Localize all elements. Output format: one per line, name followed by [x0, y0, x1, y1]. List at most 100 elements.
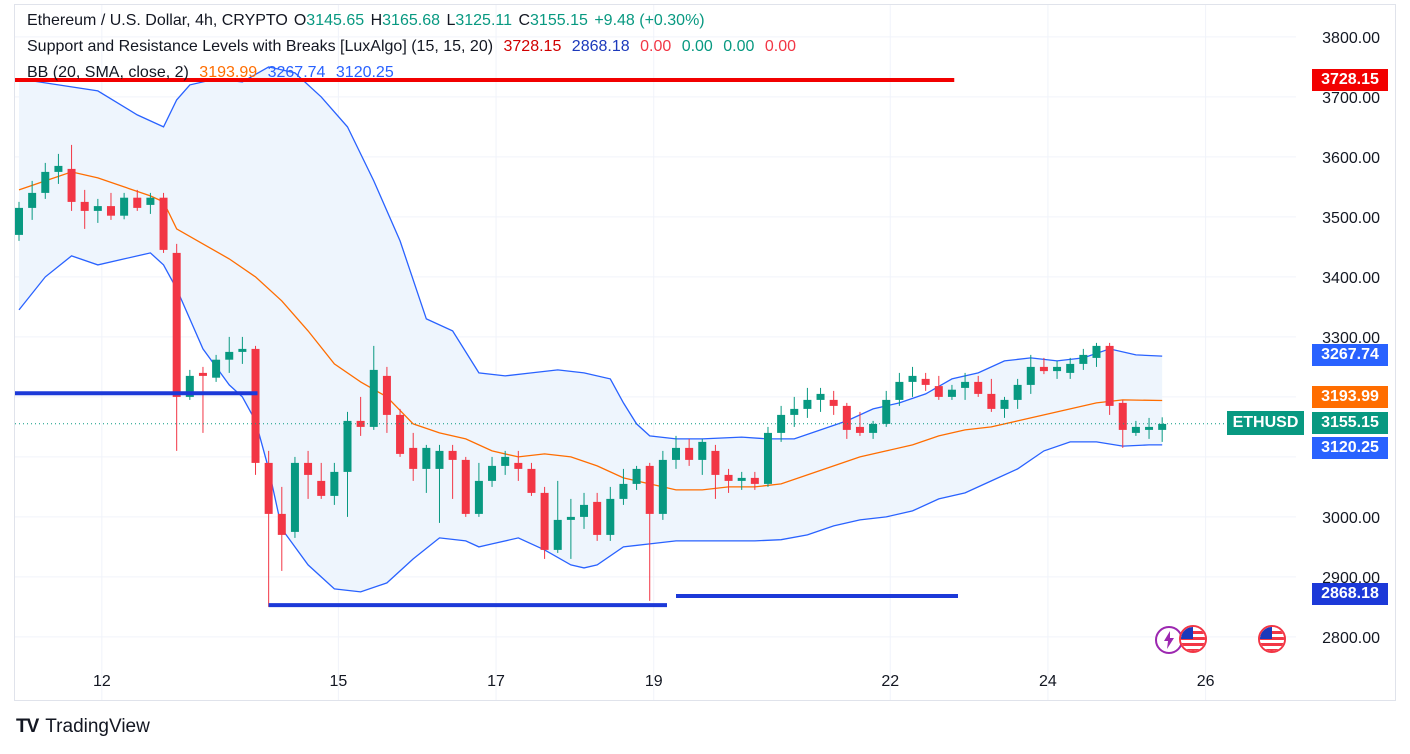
candle-body [619, 483, 628, 499]
candle-body [882, 399, 891, 424]
candle-body [488, 465, 497, 481]
x-tick-label: 17 [487, 673, 505, 690]
candle-body [1066, 363, 1075, 373]
candle-body [15, 207, 23, 235]
candle-body [343, 420, 352, 472]
candle-body [816, 393, 825, 400]
ticker-badge: ETHUSD [1227, 411, 1304, 435]
candle-body [28, 192, 37, 208]
candle-body [80, 201, 89, 211]
high-value: 3165.68 [382, 12, 440, 29]
bb-band-fill [19, 66, 1163, 592]
x-tick-label: 15 [329, 673, 347, 690]
candle-body [159, 197, 168, 250]
candle-body [777, 414, 786, 433]
y-tick-label: 3800.00 [1322, 30, 1380, 47]
candle-body [461, 459, 470, 514]
indicator-legend-sr[interactable]: Support and Resistance Levels with Break… [27, 38, 802, 56]
candle-body [93, 206, 102, 211]
candle-body [1053, 366, 1062, 372]
candle-body [1105, 345, 1114, 406]
bb-basis-value: 3193.99 [199, 64, 258, 81]
x-tick-label: 22 [881, 673, 899, 690]
x-tick-label: 19 [645, 673, 663, 690]
indicator-legend-bb[interactable]: BB (20, SMA, close, 2) 3193.99 3267.74 3… [27, 64, 400, 82]
candle-body [1013, 384, 1022, 400]
candle-body [842, 405, 851, 430]
candle-body [238, 348, 247, 352]
candle-body [606, 498, 615, 535]
candle-body [763, 432, 772, 484]
sr-value-3: 0.00 [640, 38, 672, 55]
bb-lower-value: 3120.25 [335, 64, 394, 81]
candle-body [724, 474, 733, 481]
symbol-legend: Ethereum / U.S. Dollar, 4h, CRYPTO O3145.… [27, 12, 705, 29]
x-tick-label: 12 [93, 673, 111, 690]
candle-body [448, 450, 457, 460]
y-tick-label: 2900.00 [1322, 570, 1380, 587]
candle-body [750, 477, 759, 484]
bb-basis-price-label: 3193.99 [1312, 386, 1388, 408]
candle-body [409, 447, 418, 469]
candle-body [501, 456, 510, 466]
candle-body [895, 381, 904, 400]
candle-body [632, 468, 641, 484]
y-tick-label: 3700.00 [1322, 90, 1380, 107]
candle-body [855, 426, 864, 433]
candle-body [737, 477, 746, 481]
candle-body [829, 399, 838, 406]
candle-body [185, 375, 194, 397]
candle-body [593, 501, 602, 535]
candle-body [330, 471, 339, 496]
candle-body [869, 423, 878, 433]
candle-body [212, 359, 221, 378]
lightning-event-icon[interactable] [1155, 626, 1183, 654]
candle-body [1026, 366, 1035, 385]
sr-value-4: 0.00 [681, 38, 713, 55]
candle-body [961, 381, 970, 388]
brand-name: TradingView [45, 716, 150, 737]
candle-body [1039, 366, 1048, 372]
candle-body [172, 252, 181, 397]
tradingview-logo-icon: TV [16, 716, 39, 737]
change-value: +9.48 (+0.30%) [594, 12, 705, 29]
candle-body [566, 516, 575, 520]
plot-area [15, 66, 1167, 607]
y-tick-label: 3600.00 [1322, 150, 1380, 167]
sr-value-5: 0.00 [723, 38, 755, 55]
candle-body [382, 375, 391, 415]
candle-body [54, 165, 63, 172]
sr-value-resistance: 3728.15 [503, 38, 562, 55]
candle-body [369, 369, 378, 427]
us-flag-event-icon-2[interactable] [1258, 625, 1286, 653]
candle-body [1158, 423, 1167, 430]
x-tick-label: 24 [1039, 673, 1057, 690]
x-tick-label: 26 [1197, 673, 1215, 690]
candle-body [304, 462, 313, 475]
candle-body [198, 372, 207, 376]
candle-body [356, 420, 365, 427]
candle-body [1145, 426, 1154, 430]
candle-body [146, 197, 155, 205]
candle-body [934, 386, 943, 397]
candle-body [422, 447, 431, 469]
candle-body [106, 206, 115, 216]
candle-body [974, 381, 983, 394]
candle-body [672, 447, 680, 460]
open-value: 3145.65 [306, 12, 365, 29]
tradingview-brand[interactable]: TV TradingView [16, 716, 150, 738]
candle-body [474, 480, 483, 514]
resistance-price-label: 3728.15 [1312, 69, 1388, 91]
us-flag-event-icon[interactable] [1179, 625, 1207, 653]
candle-body [264, 462, 273, 514]
candle-body [921, 378, 930, 385]
low-value: 3125.11 [455, 12, 513, 29]
candle-body [1092, 345, 1101, 358]
y-tick-label: 2800.00 [1322, 630, 1380, 647]
indicator-sr-name: Support and Resistance Levels with Break… [27, 38, 494, 55]
sr-value-support: 2868.18 [571, 38, 630, 55]
last-price-label: 3155.15 [1312, 412, 1388, 434]
y-tick-label: 3300.00 [1322, 330, 1380, 347]
bb-lower-price-label: 3120.25 [1312, 437, 1388, 459]
